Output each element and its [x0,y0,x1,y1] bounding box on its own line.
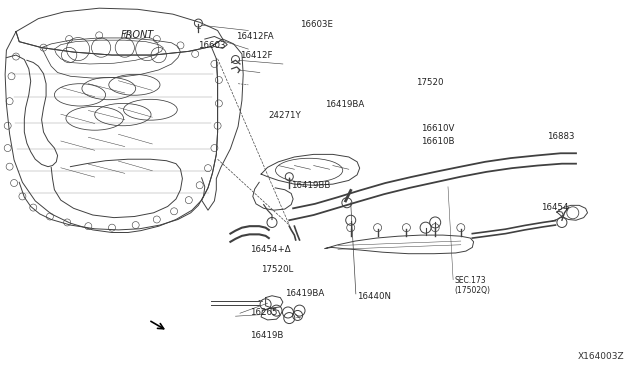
Text: 16603E: 16603E [300,20,333,29]
Text: FRONT: FRONT [120,31,154,40]
Text: 16419BB: 16419BB [291,181,331,190]
Text: 16419B: 16419B [250,331,283,340]
Text: 16883: 16883 [547,132,575,141]
Text: 16419BA: 16419BA [285,289,324,298]
Text: 16419BA: 16419BA [325,100,364,109]
Text: 16454: 16454 [541,203,568,212]
Text: 16412F: 16412F [240,51,273,60]
Text: 16454+Δ: 16454+Δ [250,245,290,254]
Text: 16440N: 16440N [357,292,391,301]
Text: 24271Y: 24271Y [269,111,301,120]
Text: 16265: 16265 [250,308,277,317]
Text: 17520L: 17520L [261,265,293,274]
Text: X164003Z: X164003Z [577,352,624,361]
Text: 16412FA: 16412FA [236,32,273,41]
Text: SEC.173
(17502Q): SEC.173 (17502Q) [454,276,490,295]
Text: 16610B: 16610B [421,137,454,146]
Text: 17520: 17520 [416,78,444,87]
Text: 16603: 16603 [198,41,226,50]
Text: 16610V: 16610V [421,124,454,133]
